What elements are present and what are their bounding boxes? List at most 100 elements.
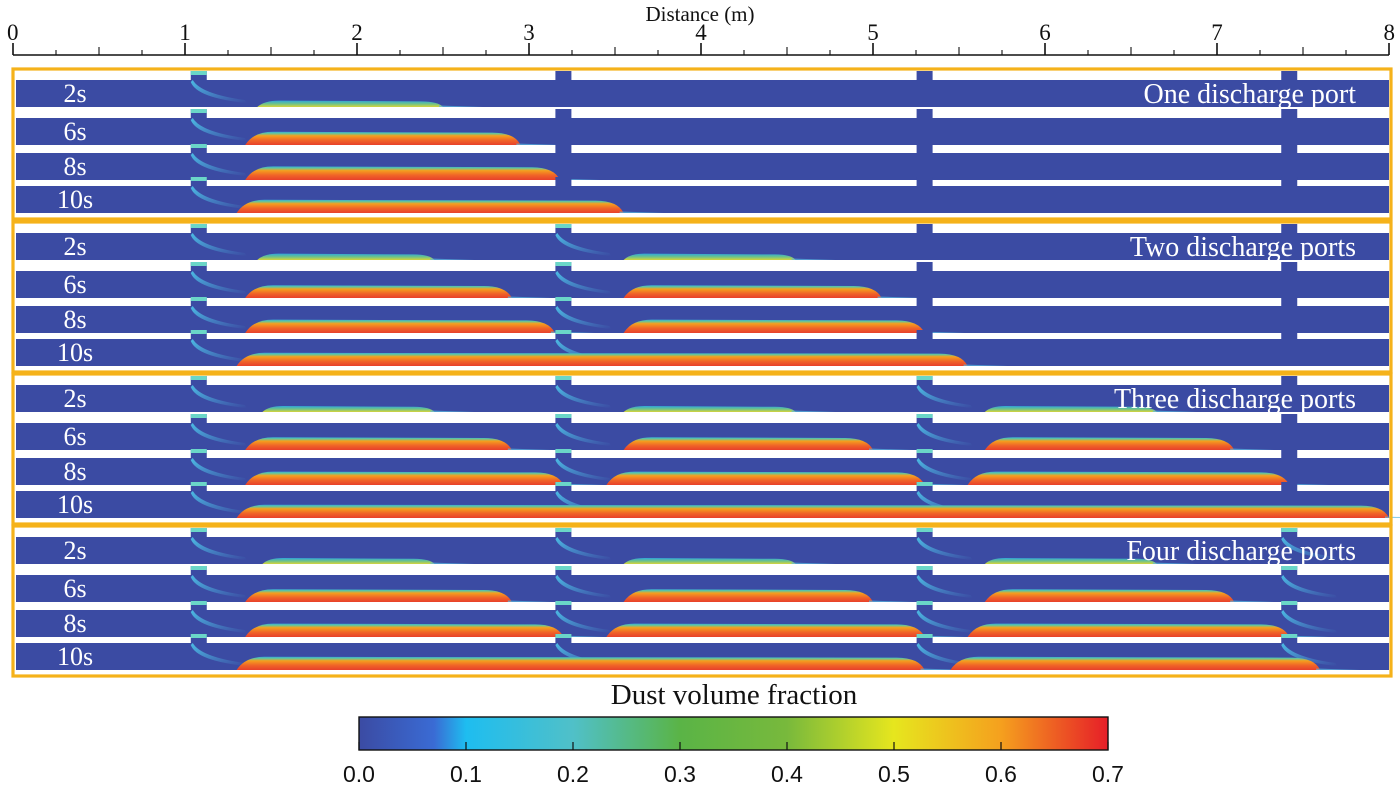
time-label: 2s bbox=[63, 79, 86, 108]
deposit-tail bbox=[877, 296, 922, 298]
discharge-group: 2s 6s 8s 10s One discharge port bbox=[11, 67, 1393, 221]
dust-deposit bbox=[245, 131, 521, 145]
port-inlet-highlight bbox=[916, 634, 933, 638]
deposit-tail bbox=[439, 105, 483, 107]
airflow-jet bbox=[190, 306, 247, 329]
axis-tick-label: 6 bbox=[1039, 20, 1051, 45]
active-port-stub bbox=[190, 528, 207, 538]
active-port-stub bbox=[555, 224, 572, 234]
closed-port-stub bbox=[1281, 109, 1298, 119]
time-row: 6s bbox=[16, 414, 1389, 451]
port-inlet-highlight bbox=[555, 224, 572, 228]
colorbar-tick-label: 0.1 bbox=[450, 761, 482, 787]
port-inlet-highlight bbox=[555, 376, 572, 380]
dust-deposit bbox=[262, 406, 435, 412]
deposit-tail bbox=[430, 410, 475, 412]
dust-deposit bbox=[245, 166, 560, 180]
time-label: 8s bbox=[63, 152, 86, 181]
dust-deposit bbox=[262, 558, 435, 564]
port-inlet-highlight bbox=[555, 297, 572, 301]
closed-port-stub bbox=[916, 109, 933, 119]
airflow-jet bbox=[190, 610, 247, 633]
active-port-stub bbox=[555, 566, 572, 576]
group-frame bbox=[11, 220, 1393, 374]
group-title: Two discharge ports bbox=[1130, 232, 1356, 263]
time-label: 6s bbox=[63, 422, 86, 451]
active-port-stub bbox=[190, 376, 207, 386]
axis-tick-label: 5 bbox=[867, 20, 879, 45]
time-row: 10s bbox=[16, 330, 1389, 367]
active-port-stub bbox=[1281, 601, 1298, 611]
dust-deposit bbox=[623, 437, 873, 450]
distance-axis: 0 1 2 3 4 5 6 7 8 bbox=[7, 20, 1395, 56]
airflow-jet bbox=[190, 80, 247, 103]
time-row: 8s bbox=[16, 144, 1389, 181]
airflow-jet bbox=[190, 491, 247, 514]
colorbar-gradient bbox=[358, 716, 1109, 751]
axis-tick-label: 3 bbox=[523, 20, 535, 45]
closed-port-stub bbox=[1281, 297, 1298, 307]
time-row: 10s bbox=[16, 177, 1389, 214]
closed-port-stub bbox=[916, 224, 933, 234]
airflow-jet bbox=[916, 458, 973, 481]
time-label: 10s bbox=[57, 642, 93, 671]
port-inlet-highlight bbox=[1281, 601, 1298, 605]
time-row: 2s bbox=[16, 528, 1389, 565]
port-inlet-highlight bbox=[555, 601, 572, 605]
airflow-jet bbox=[190, 385, 247, 408]
closed-port-stub bbox=[916, 177, 933, 187]
dust-deposit bbox=[245, 589, 512, 602]
dust-deposit bbox=[236, 656, 925, 670]
active-port-stub bbox=[555, 376, 572, 386]
closed-port-stub bbox=[916, 297, 933, 307]
deposit-tail bbox=[507, 448, 552, 450]
port-inlet-highlight bbox=[190, 144, 207, 148]
time-row: 8s bbox=[16, 601, 1389, 638]
closed-port-stub bbox=[555, 177, 572, 187]
dust-deposit bbox=[236, 199, 624, 213]
dust-deposit bbox=[606, 623, 925, 637]
active-port-stub bbox=[916, 528, 933, 538]
airflow-jet bbox=[190, 118, 247, 141]
time-label: 2s bbox=[63, 232, 86, 261]
deposit-tail bbox=[1152, 410, 1197, 412]
airflow-jet bbox=[555, 271, 612, 294]
closed-port-stub bbox=[555, 144, 572, 154]
time-label: 8s bbox=[63, 609, 86, 638]
deposit-tail bbox=[791, 562, 836, 564]
airflow-jet bbox=[1281, 610, 1338, 633]
port-inlet-highlight bbox=[190, 330, 207, 334]
closed-port-stub bbox=[1281, 376, 1298, 386]
deposit-tail bbox=[869, 600, 913, 602]
active-port-stub bbox=[555, 601, 572, 611]
active-port-stub bbox=[190, 414, 207, 424]
airflow-jet bbox=[916, 385, 973, 408]
port-inlet-highlight bbox=[916, 601, 933, 605]
closed-port-stub bbox=[1281, 177, 1298, 187]
dust-deposit bbox=[606, 471, 925, 485]
airflow-jet bbox=[555, 423, 612, 446]
duct-section bbox=[16, 186, 1389, 213]
closed-port-stub bbox=[555, 109, 572, 119]
airflow-jet bbox=[1281, 537, 1338, 560]
group-frame bbox=[11, 524, 1393, 678]
time-row: 10s bbox=[16, 482, 1400, 519]
axis-tick-label: 4 bbox=[695, 20, 707, 45]
port-inlet-highlight bbox=[190, 449, 207, 453]
dust-deposit bbox=[245, 285, 512, 298]
deposit-tail bbox=[791, 258, 836, 260]
discharge-group: 2s 6s 8s 10s Four discharge ports bbox=[11, 524, 1393, 678]
airflow-jet bbox=[190, 233, 247, 256]
deposit-tail bbox=[430, 562, 475, 564]
port-inlet-highlight bbox=[1281, 566, 1298, 570]
airflow-jet bbox=[190, 423, 247, 446]
airflow-jet bbox=[190, 643, 247, 666]
airflow-jet bbox=[555, 233, 612, 256]
time-label: 8s bbox=[63, 457, 86, 486]
deposit-tail bbox=[791, 410, 836, 412]
time-row: 10s bbox=[16, 634, 1389, 671]
time-label: 6s bbox=[63, 117, 86, 146]
port-inlet-highlight bbox=[1281, 634, 1298, 638]
